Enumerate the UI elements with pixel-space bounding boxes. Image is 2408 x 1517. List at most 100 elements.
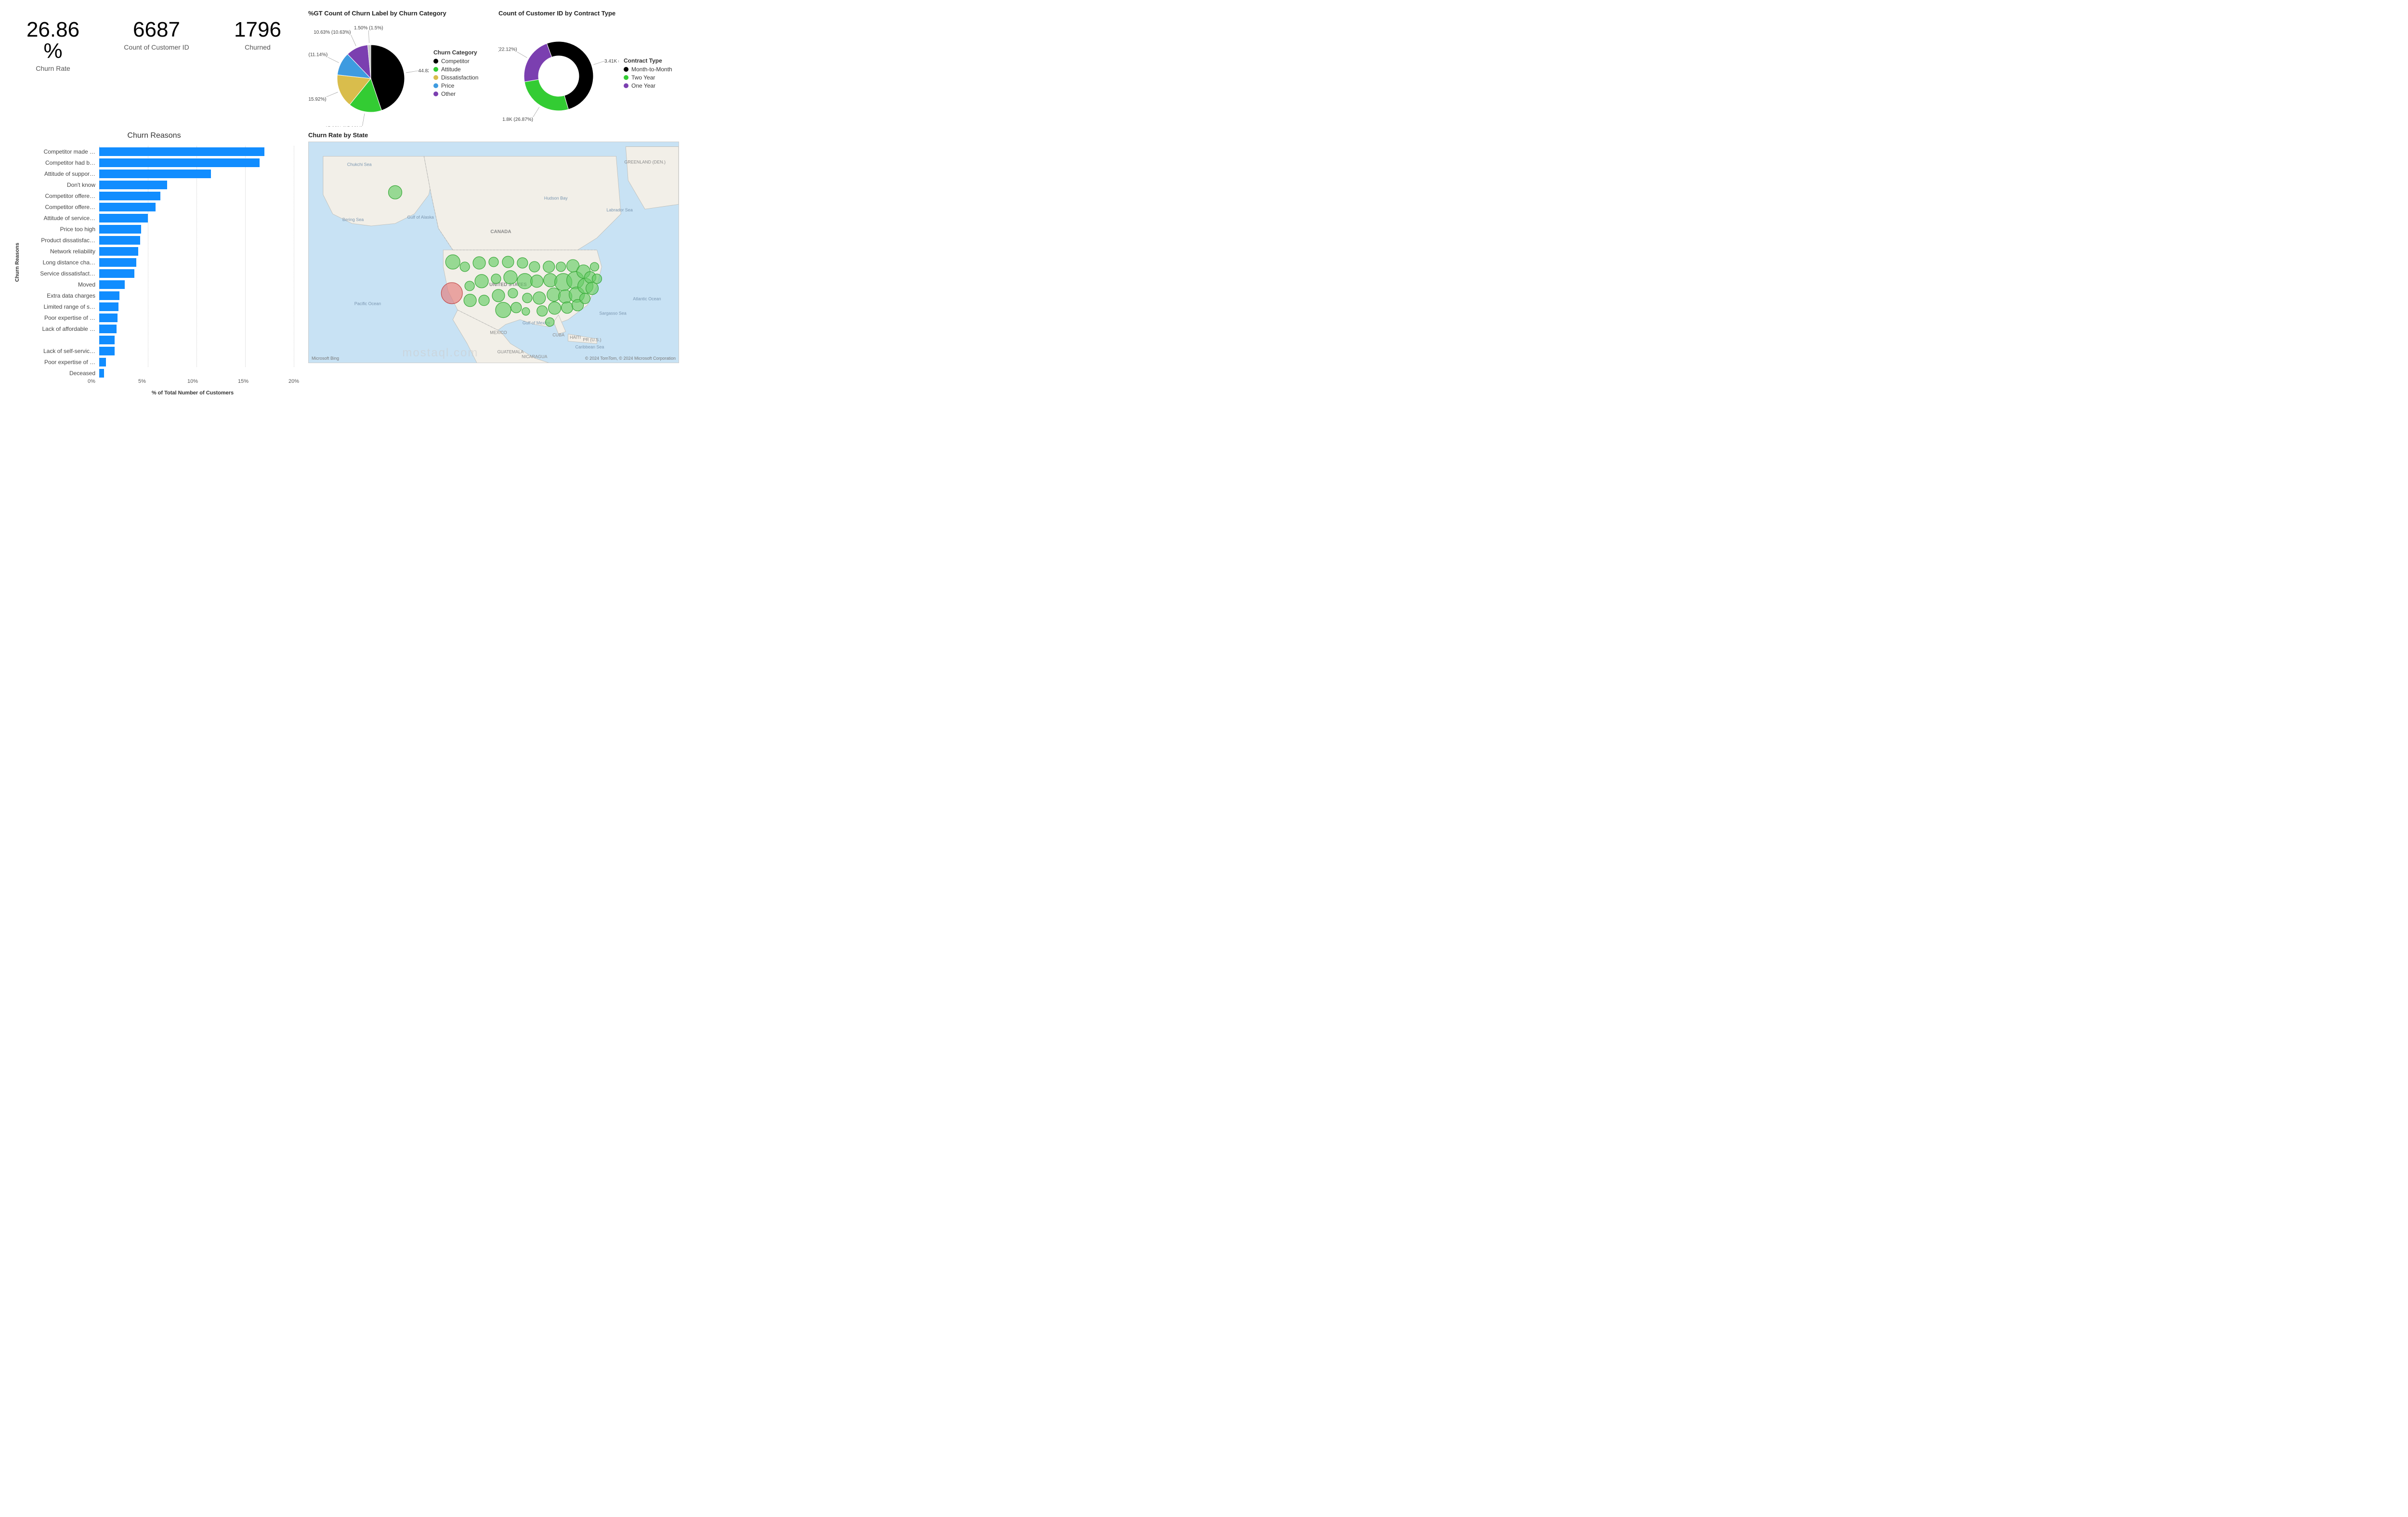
map-bubble[interactable]	[537, 306, 548, 316]
bar-row[interactable]: Deceased	[22, 367, 294, 379]
map-bubble[interactable]	[590, 262, 599, 271]
bar[interactable]	[99, 247, 138, 256]
map-bubble[interactable]	[531, 275, 543, 288]
legend-item[interactable]: Month-to-Month	[624, 66, 672, 73]
bar-row[interactable]: Competitor had b…	[22, 157, 294, 168]
map-bubble[interactable]	[546, 318, 554, 327]
map-bubble[interactable]	[543, 261, 555, 273]
map-bubble[interactable]	[464, 294, 476, 307]
map-bubble[interactable]	[547, 288, 561, 301]
map-bubble[interactable]	[473, 257, 485, 269]
bar-row[interactable]: Product dissatisfac…	[22, 235, 294, 246]
map-bubble[interactable]	[523, 293, 532, 303]
legend-item[interactable]: Two Year	[624, 74, 672, 81]
bar[interactable]	[99, 170, 211, 178]
bar[interactable]	[99, 314, 118, 322]
bar[interactable]	[99, 325, 117, 333]
map-bubble[interactable]	[533, 292, 546, 304]
map-bubble[interactable]	[556, 262, 566, 272]
bar-chart[interactable]: Churn Reasons Churn Reasons Competitor m…	[14, 131, 294, 396]
legend-item[interactable]: Attitude	[433, 66, 478, 73]
map-bubble[interactable]	[502, 256, 514, 268]
bar-row[interactable]: Attitude of service…	[22, 212, 294, 223]
bar-row[interactable]: Service dissatisfact…	[22, 268, 294, 279]
bar[interactable]	[99, 181, 167, 189]
map-bubble[interactable]	[465, 281, 474, 291]
bar[interactable]	[99, 158, 260, 167]
bar-row[interactable]: Price too high	[22, 223, 294, 235]
bar-label: Price too high	[22, 226, 99, 233]
bar-row[interactable]: Limited range of s…	[22, 301, 294, 312]
map-bubble[interactable]	[491, 274, 501, 284]
map-bubble[interactable]	[489, 257, 498, 267]
bar-row[interactable]: Competitor offere…	[22, 190, 294, 201]
bar-row[interactable]: Competitor made …	[22, 146, 294, 157]
bar-label: Competitor made …	[22, 148, 99, 155]
bar[interactable]	[99, 280, 125, 289]
map-bubble[interactable]	[479, 295, 489, 306]
map-chart[interactable]: Churn Rate by State Chukchi SeaBering Se…	[308, 131, 679, 396]
bar-label: Long distance cha…	[22, 259, 99, 266]
legend-swatch	[433, 92, 438, 96]
bar[interactable]	[99, 269, 134, 278]
map-bubble[interactable]	[389, 185, 402, 199]
bar[interactable]	[99, 147, 264, 156]
bar[interactable]	[99, 302, 118, 311]
bar[interactable]	[99, 336, 115, 344]
bar[interactable]	[99, 236, 140, 245]
bar[interactable]	[99, 369, 104, 378]
map-bubble[interactable]	[517, 258, 528, 268]
bar[interactable]	[99, 192, 160, 200]
bar-row[interactable]	[22, 334, 294, 345]
bar-row[interactable]: Moved	[22, 279, 294, 290]
donut-chart[interactable]: Count of Customer ID by Contract Type 3.…	[498, 10, 679, 127]
bar-row[interactable]: Poor expertise of …	[22, 356, 294, 367]
map-bubble[interactable]	[592, 274, 602, 284]
map-bubble[interactable]	[492, 289, 505, 302]
legend-item[interactable]: Competitor	[433, 58, 478, 65]
bar[interactable]	[99, 347, 115, 355]
bar-row[interactable]: Long distance cha…	[22, 257, 294, 268]
bar[interactable]	[99, 214, 148, 222]
bar-row[interactable]: Lack of self-servic…	[22, 345, 294, 356]
map-bubble[interactable]	[475, 275, 488, 288]
map-bubble[interactable]	[562, 302, 573, 314]
map-bubble[interactable]	[529, 262, 540, 272]
land-label: NICARAGUA	[522, 354, 547, 359]
map-bubble[interactable]	[496, 302, 511, 318]
map-bubble[interactable]	[549, 302, 561, 314]
legend-swatch	[433, 83, 438, 88]
bar-row[interactable]: Lack of affordable …	[22, 323, 294, 334]
map-bubble[interactable]	[504, 271, 517, 284]
map-bubble[interactable]	[522, 308, 530, 315]
legend-item[interactable]: Price	[433, 82, 478, 89]
map-bubble[interactable]	[517, 274, 533, 289]
map-container[interactable]: Chukchi SeaBering SeaGulf of AlaskaHudso…	[308, 142, 679, 363]
bar[interactable]	[99, 203, 156, 211]
bar-row[interactable]: Competitor offere…	[22, 201, 294, 212]
map-bubble[interactable]	[460, 262, 470, 272]
map-bubble[interactable]	[580, 293, 590, 304]
legend-swatch	[624, 67, 628, 72]
bar[interactable]	[99, 358, 106, 366]
bar[interactable]	[99, 258, 136, 267]
map-bubble[interactable]	[586, 282, 599, 295]
slice[interactable]	[524, 43, 552, 82]
legend-item[interactable]: One Year	[624, 82, 672, 89]
legend-item[interactable]: Dissatisfaction	[433, 74, 478, 81]
bar-row[interactable]: Network reliability	[22, 246, 294, 257]
bar-row[interactable]: Poor expertise of …	[22, 312, 294, 323]
bar[interactable]	[99, 225, 141, 234]
bar-row[interactable]: Attitude of suppor…	[22, 168, 294, 179]
map-bubble[interactable]	[508, 288, 518, 298]
bar[interactable]	[99, 291, 119, 300]
pie-chart[interactable]: %GT Count of Churn Label by Churn Catego…	[308, 10, 489, 127]
legend-label: Price	[441, 82, 454, 89]
bar-row[interactable]: Extra data charges	[22, 290, 294, 301]
map-bubble[interactable]	[511, 302, 522, 313]
legend-item[interactable]: Other	[433, 91, 478, 97]
bar-row[interactable]: Don't know	[22, 179, 294, 190]
map-bubble[interactable]	[445, 255, 460, 269]
slice[interactable]	[524, 79, 568, 111]
map-bubble[interactable]	[441, 283, 462, 304]
